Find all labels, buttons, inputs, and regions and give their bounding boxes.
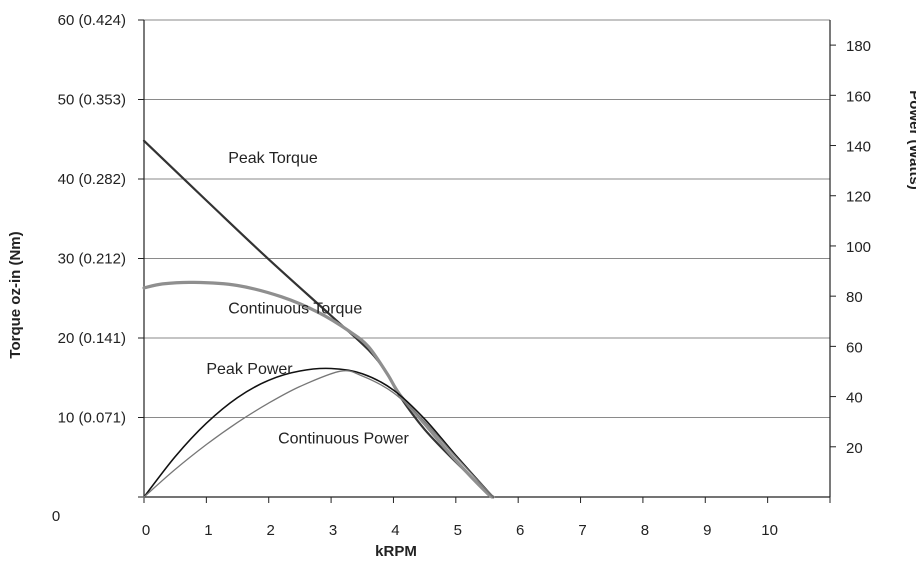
y-left-tick-label: 0 (52, 508, 60, 525)
continuous-power-line (143, 370, 494, 498)
y-left-tick-label: 40 (0.282) (58, 171, 126, 188)
continuous-torque-line (142, 280, 495, 499)
x-axis-label: kRPM (375, 543, 417, 560)
y-right-tick-label: 140 (846, 139, 871, 156)
peak-torque-label: Peak Torque (228, 150, 318, 167)
x-tick-label: 1 (204, 522, 212, 539)
y-right-tick-label: 60 (846, 339, 863, 356)
y-right-tick-label: 20 (846, 440, 863, 457)
x-tick-label: 0 (142, 522, 150, 539)
x-tick-label: 10 (761, 522, 778, 539)
axes (138, 19, 836, 503)
gridlines (144, 19, 830, 418)
y-axis-right-label: Power (Watts) (906, 90, 916, 189)
y-right-tick-label: 40 (846, 390, 863, 407)
x-tick-label: 8 (641, 522, 649, 539)
x-tick-label: 7 (578, 522, 586, 539)
y-right-tick-label: 120 (846, 189, 871, 206)
y-left-tick-label: 60 (0.424) (58, 12, 126, 29)
peak-power-line (143, 367, 494, 498)
x-tick-label: 3 (329, 522, 337, 539)
peak-power-label: Peak Power (206, 361, 293, 378)
x-tick-label: 6 (516, 522, 524, 539)
x-tick-label: 9 (703, 522, 711, 539)
series-lines (142, 139, 495, 499)
y-axis-left-label: Torque oz-in (Nm) (7, 231, 24, 358)
continuous-torque-label: Continuous Torque (228, 300, 362, 317)
x-tick-label: 5 (454, 522, 462, 539)
continuous-power-label: Continuous Power (278, 431, 409, 448)
annotations: Peak Torque Continuous Torque Peak Power Co… (206, 150, 409, 448)
y-right-tick-label: 160 (846, 88, 871, 105)
x-tick-label: 4 (391, 522, 399, 539)
x-tick-label: 2 (267, 522, 275, 539)
y-right-tick-label: 80 (846, 289, 863, 306)
y-left-tick-label: 30 (0.212) (58, 251, 126, 268)
y-right-tick-label: 100 (846, 239, 871, 256)
y-left-tick-label: 10 (0.071) (58, 410, 126, 427)
y-left-tick-label: 50 (0.353) (58, 92, 126, 109)
y-right-tick-label: 180 (846, 38, 871, 55)
y-left-tick-label: 20 (0.141) (58, 330, 126, 347)
